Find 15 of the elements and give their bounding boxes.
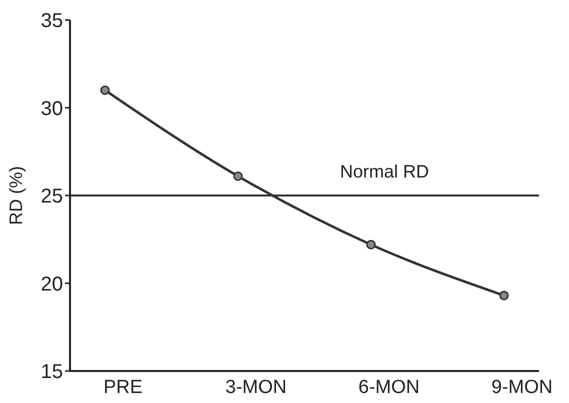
y-tick-label: 35 [40,10,63,32]
y-axis-title: RD (%) [6,166,26,225]
point [100,85,110,95]
point [499,290,509,300]
ref-line-label: Normal RD [340,162,430,182]
x-tick-label: PRE [103,377,143,398]
y-tick-label: 30 [40,98,63,120]
y-tick-label: 25 [40,186,63,208]
point [366,240,376,250]
x-tick-label: 9-MON [491,377,553,398]
point [233,171,243,181]
x-tick-label: 3-MON [225,377,287,398]
y-tick-label: 15 [40,361,63,383]
y-tick-label: 20 [40,273,63,296]
x-tick-label: 6-MON [358,377,420,398]
